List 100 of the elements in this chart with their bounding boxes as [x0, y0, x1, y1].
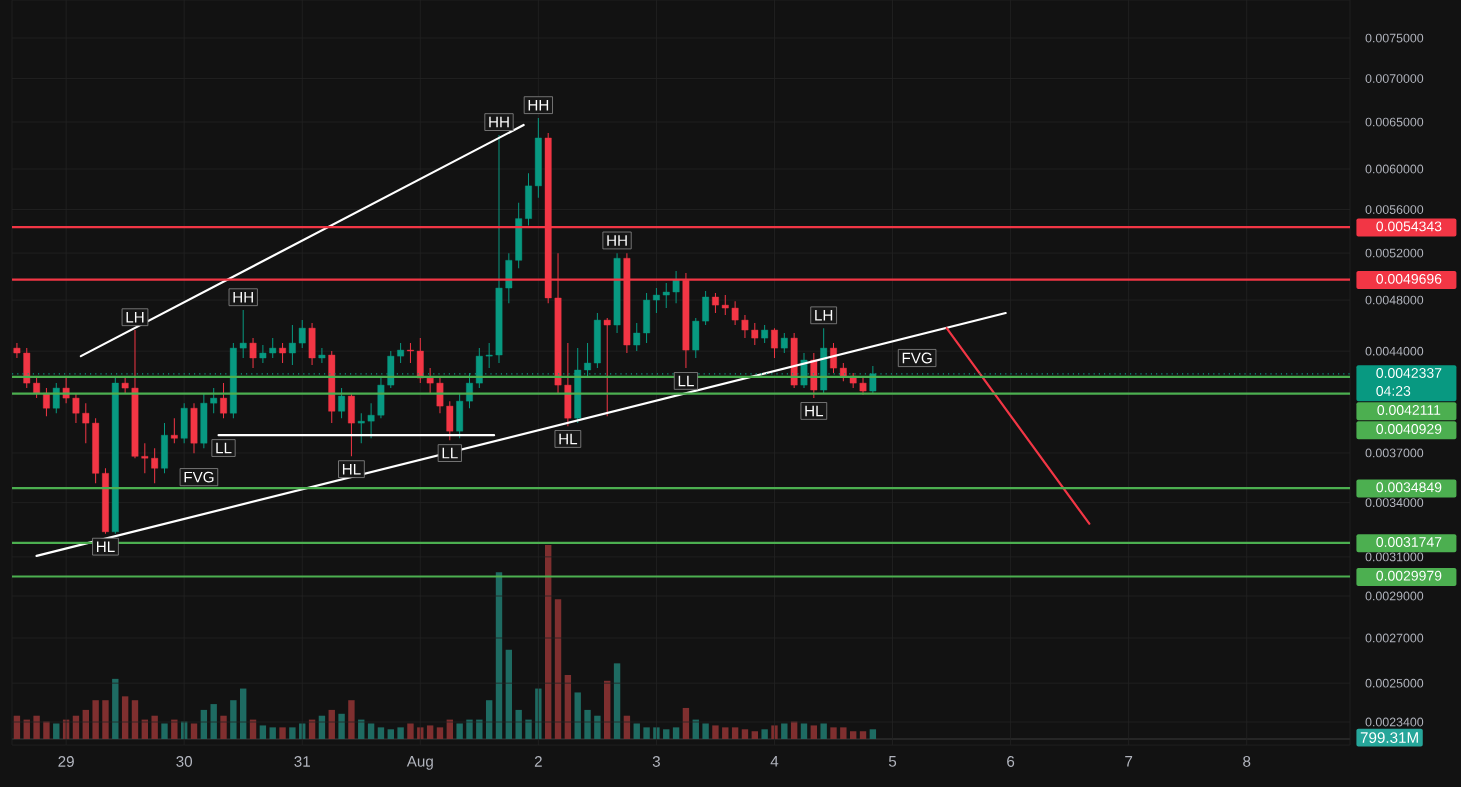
bar: [377, 727, 385, 739]
x-tick-label: 5: [888, 756, 897, 767]
ref-line-label: 0.0040929: [1376, 424, 1442, 434]
candlestick: [830, 342, 837, 374]
candlestick: [761, 324, 769, 344]
bar: [859, 731, 867, 739]
candlestick: [633, 322, 641, 352]
ref-line-label: 0.0042337: [1376, 368, 1442, 378]
candlestick: [318, 347, 326, 364]
y-tick-label: 0.0023400: [1365, 717, 1424, 727]
bar: [741, 729, 749, 739]
candlestick: [13, 342, 21, 359]
bar: [230, 700, 237, 739]
bar: [613, 663, 621, 739]
x-tick-label: 6: [1007, 756, 1015, 767]
y-tick-label: 0.0029000: [1365, 591, 1424, 601]
candlestick: [210, 387, 218, 414]
candlestick: [721, 294, 729, 316]
bar: [171, 719, 178, 739]
bar: [515, 709, 522, 739]
bar: [800, 723, 808, 739]
bar: [849, 731, 857, 739]
y-tick-label: 0.0037000: [1365, 448, 1424, 458]
candlestick: [603, 317, 611, 417]
annotation: HH: [528, 99, 549, 111]
ref-line-label: 0.0054343: [1376, 221, 1442, 232]
bar: [663, 729, 670, 739]
bar: [840, 727, 847, 739]
y-tick-label: 0.0034000: [1365, 498, 1424, 508]
bar: [436, 727, 444, 739]
text: 04:23: [1376, 386, 1411, 396]
ref-line-label: 0.0034849: [1376, 482, 1442, 493]
x-tick-label: 8: [1243, 756, 1251, 767]
x-tick-label: Aug: [406, 756, 433, 770]
candlestick: [662, 282, 670, 309]
bar: [751, 731, 758, 739]
candlestick: [780, 332, 788, 354]
annotation: HL: [559, 433, 578, 445]
bar: [525, 719, 532, 739]
bar: [731, 727, 739, 739]
bar: [633, 723, 640, 739]
bar: [771, 725, 778, 739]
candlestick: [338, 387, 345, 419]
candlestick: [220, 382, 227, 419]
annotation: HH: [233, 291, 253, 303]
bar: [121, 696, 129, 739]
annotation: HH: [607, 235, 627, 246]
bar: [594, 715, 601, 739]
bar: [456, 723, 463, 739]
x-tick-label: 7: [1125, 756, 1133, 767]
bar: [151, 715, 158, 739]
bar: [869, 729, 877, 739]
ref-line-label: 0.0042111: [1377, 405, 1441, 415]
candlestick: [672, 270, 680, 304]
annotation: HL: [805, 405, 824, 417]
candlestick: [52, 382, 60, 414]
y-tick-label: 0.0056000: [1365, 205, 1424, 214]
y-tick-label: 0.0070000: [1365, 74, 1424, 83]
x-tick-label: 30: [176, 756, 193, 767]
bar: [761, 729, 768, 739]
x-tick-label: 2: [534, 756, 542, 767]
candlestick: [279, 342, 286, 364]
y-tick-label: 0.0075000: [1365, 33, 1424, 43]
bar: [43, 721, 50, 739]
ref-line-label: 0.0049696: [1376, 273, 1442, 284]
candlestick: [357, 412, 365, 444]
y-tick-label: 0.0027000: [1365, 633, 1424, 643]
bar: [348, 700, 355, 739]
candlestick: [72, 392, 80, 424]
y-tick-label: 0.0044000: [1365, 346, 1424, 356]
candlestick: [170, 417, 178, 444]
bar: [584, 709, 591, 739]
bar: [161, 723, 168, 739]
bar: [505, 649, 513, 739]
ref-line-label: 0.0031747: [1376, 537, 1442, 547]
bar: [485, 700, 493, 739]
candlestick: [33, 377, 40, 399]
bar: [397, 727, 404, 739]
bar: [259, 725, 267, 739]
y-tick-label: 0.0025000: [1365, 678, 1424, 688]
bar: [210, 704, 217, 739]
annotation: FVG: [184, 471, 214, 483]
bar: [426, 725, 434, 739]
candlestick: [43, 387, 50, 417]
x-tick-label: 29: [58, 756, 74, 767]
bar: [781, 723, 788, 739]
candlestick: [397, 342, 405, 364]
bar: [387, 729, 394, 739]
bar: [269, 727, 276, 739]
annotation: HH: [489, 116, 509, 128]
y-tick-label: 0.0031000: [1365, 552, 1424, 562]
bar: [702, 723, 709, 739]
candlestick: [751, 322, 759, 346]
annotation: FVG: [902, 352, 932, 364]
bar: [33, 715, 40, 739]
bar: [190, 723, 198, 739]
candlestick: [82, 402, 90, 444]
annotation: HL: [342, 463, 361, 475]
ref-line-label: 0.0029979: [1376, 570, 1442, 581]
annotation: HL: [97, 541, 115, 552]
